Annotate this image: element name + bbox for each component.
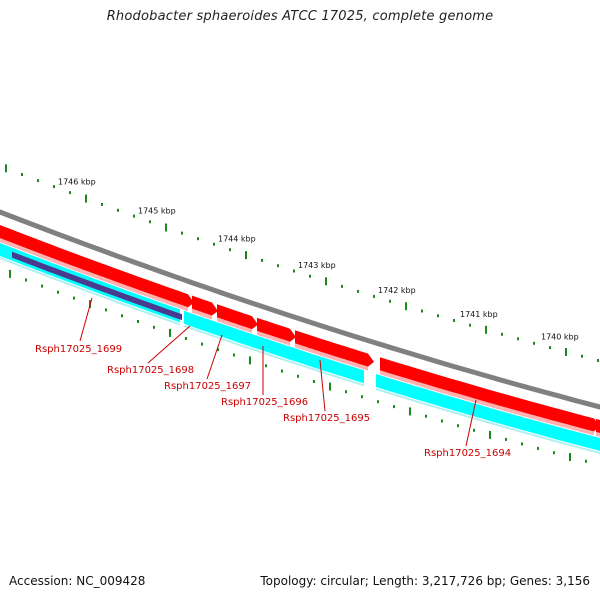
kbp-label: 1741 kbp: [460, 310, 498, 319]
outer-tick-marks: [5, 164, 599, 362]
other-feature: [12, 251, 182, 321]
forward-gene: [257, 317, 296, 342]
reverse-gene-shadow: [375, 388, 600, 455]
gene-label: Rsph17025_1696: [221, 397, 308, 408]
gene-label: Rsph17025_1697: [164, 381, 251, 392]
reverse-gene-shadow: [183, 324, 365, 387]
gene-label: Rsph17025_1695: [283, 413, 370, 424]
inner-tick-marks: [9, 269, 587, 463]
forward-gene: [217, 304, 258, 330]
kbp-scale: 1746 kbp 1745 kbp 1744 kbp 1743 kbp 1742 kbp…: [58, 178, 579, 342]
gene-leader-line: [319, 359, 326, 412]
forward-strand-track: [0, 225, 600, 437]
kbp-label: 1742 kbp: [378, 286, 416, 295]
forward-gene: [596, 419, 600, 433]
gene-label: Rsph17025_1698: [107, 365, 194, 376]
gene-leader-line: [206, 334, 223, 380]
forward-gene: [295, 330, 374, 367]
map-title: Rhodobacter sphaeroides ATCC 17025, comp…: [106, 9, 494, 24]
genome-stats-text: Topology: circular; Length: 3,217,726 bp…: [260, 574, 590, 588]
forward-gene: [0, 225, 194, 308]
gene-leader-line: [465, 399, 477, 447]
accession-text: Accession: NC_009428: [9, 574, 146, 588]
kbp-label: 1740 kbp: [541, 333, 579, 342]
gene-label: Rsph17025_1694: [424, 448, 511, 459]
gene-leader-line: [147, 325, 191, 364]
kbp-label: 1746 kbp: [58, 178, 96, 187]
reverse-gene: [184, 310, 364, 384]
forward-gene: [380, 357, 600, 432]
reverse-gene-shadow: [0, 256, 181, 326]
gene-leader-line: [79, 297, 93, 342]
forward-gene: [192, 295, 218, 316]
gene-label: Rsph17025_1699: [35, 344, 122, 355]
kbp-label: 1745 kbp: [138, 207, 176, 216]
kbp-label: 1744 kbp: [218, 234, 256, 243]
reverse-strand-track: [0, 243, 600, 455]
kbp-label: 1743 kbp: [298, 261, 336, 270]
reverse-gene: [376, 374, 600, 451]
gene-labels: Rsph17025_1699 Rsph17025_1698 Rsph17025_16…: [35, 297, 511, 459]
backbone-outer: [0, 209, 600, 410]
